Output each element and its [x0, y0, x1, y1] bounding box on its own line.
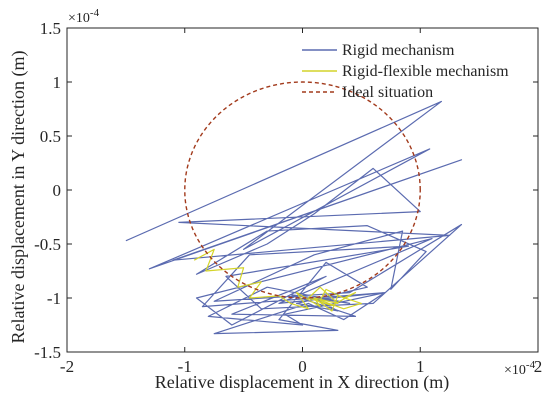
x-tick-label-4: 2: [534, 357, 543, 376]
x-tick-label-0: -2: [60, 357, 74, 376]
legend-label-1: Rigid mechanism: [342, 42, 455, 59]
y-tick-label-2: -0.5: [34, 235, 61, 254]
y-tick-label-5: 1: [53, 73, 62, 92]
series-line-3: [184, 81, 421, 299]
x-tick-label-3: 1: [416, 357, 425, 376]
legend: Rigid mechanism Rigid-flexible mechanism I…: [302, 42, 509, 101]
series-line-1: [125, 100, 463, 335]
y-tick-label-1: -1: [47, 289, 61, 308]
x-multiplier: ×10-4: [504, 359, 536, 378]
legend-label-2: Rigid-flexible mechanism: [342, 63, 509, 80]
legend-label-3: Ideal situation: [342, 84, 433, 101]
y-tick-label-3: 0: [53, 181, 62, 200]
x-axis-title: Relative displacement in X direction (m): [155, 372, 449, 393]
y-multiplier: ×10-4: [68, 7, 100, 26]
y-tick-label-6: 1.5: [40, 19, 61, 38]
y-tick-label-4: 0.5: [40, 127, 61, 146]
plot-area: [125, 81, 463, 335]
y-axis-title: Relative displacement in Y direction (m): [8, 50, 29, 343]
axes: -2 -1 0 1 2 -1.5 -1 -0.5 0 0.5 1 1.5: [34, 19, 542, 376]
x-tick-label-1: -1: [178, 357, 192, 376]
x-tick-label-2: 0: [298, 357, 307, 376]
series-line-2: [193, 248, 362, 312]
y-tick-label-0: -1.5: [34, 343, 61, 362]
